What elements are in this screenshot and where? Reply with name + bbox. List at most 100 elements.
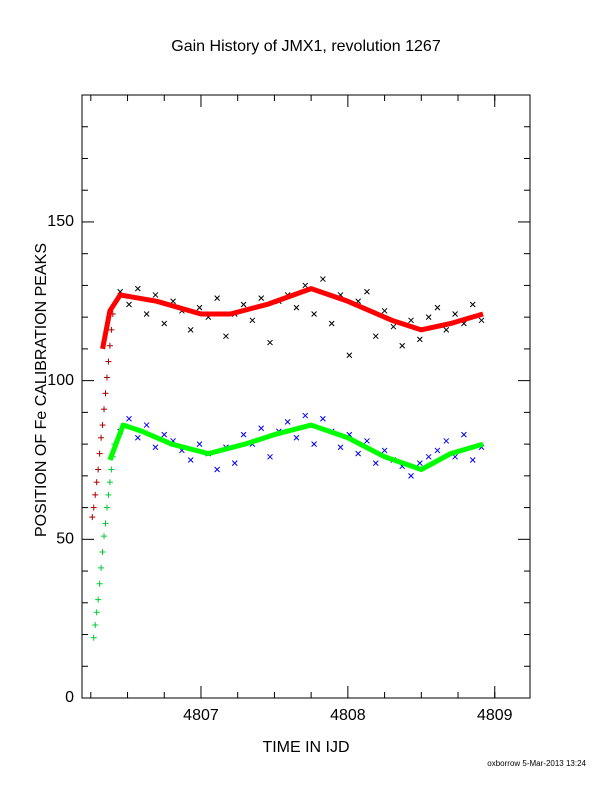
marker-stroke bbox=[293, 434, 300, 441]
x-marker bbox=[196, 441, 203, 447]
marker-stroke bbox=[320, 415, 326, 422]
marker-stroke bbox=[161, 320, 168, 327]
y-tick-label: 100 bbox=[47, 372, 74, 389]
plus-marker bbox=[99, 422, 106, 429]
marker-stroke bbox=[434, 447, 441, 454]
plus-marker bbox=[103, 504, 110, 511]
marker-stroke bbox=[328, 320, 335, 327]
x-marker bbox=[372, 333, 379, 340]
marker-stroke bbox=[196, 304, 203, 311]
plus-marker bbox=[93, 479, 100, 486]
x-marker bbox=[152, 292, 159, 298]
x-marker bbox=[161, 431, 168, 438]
marker-stroke bbox=[425, 453, 432, 460]
marker-stroke bbox=[267, 453, 273, 460]
x-marker bbox=[469, 457, 476, 463]
marker-stroke bbox=[143, 422, 150, 428]
marker-stroke bbox=[408, 317, 414, 324]
x-marker bbox=[425, 453, 432, 460]
marker-stroke bbox=[443, 326, 450, 333]
marker-stroke bbox=[372, 333, 379, 340]
marker-stroke bbox=[381, 307, 388, 314]
plus-marker bbox=[98, 434, 105, 441]
marker-stroke bbox=[311, 311, 317, 317]
marker-stroke bbox=[267, 339, 273, 346]
x-marker bbox=[452, 311, 458, 317]
plus-marker bbox=[101, 406, 108, 413]
x-marker bbox=[187, 326, 194, 333]
marker-stroke bbox=[408, 472, 414, 479]
marker-stroke bbox=[187, 457, 194, 463]
marker-stroke bbox=[231, 460, 238, 467]
marker-stroke bbox=[134, 285, 141, 292]
x-marker bbox=[416, 336, 423, 343]
x-marker bbox=[161, 320, 168, 327]
x-marker bbox=[328, 320, 335, 327]
x-marker bbox=[240, 431, 247, 438]
x-marker bbox=[372, 460, 379, 467]
x-axis-label: TIME IN IJD bbox=[262, 739, 349, 756]
marker-stroke bbox=[469, 301, 476, 308]
marker-stroke bbox=[311, 441, 317, 447]
marker-stroke bbox=[425, 314, 432, 321]
marker-stroke bbox=[302, 282, 309, 289]
x-marker bbox=[126, 301, 132, 308]
plus-marker bbox=[105, 491, 112, 498]
marker-stroke bbox=[337, 444, 344, 451]
marker-stroke bbox=[320, 276, 326, 282]
x-marker bbox=[196, 304, 203, 311]
x-marker bbox=[408, 472, 414, 479]
x-marker bbox=[443, 326, 450, 333]
marker-stroke bbox=[214, 466, 220, 473]
fit-line bbox=[100, 286, 484, 350]
footer: oxborrow 5-Mar-2013 13:24 bbox=[487, 759, 586, 768]
x-marker bbox=[337, 444, 344, 451]
x-marker bbox=[126, 415, 132, 422]
x-marker bbox=[364, 438, 370, 444]
x-marker bbox=[320, 276, 326, 282]
marker-stroke bbox=[187, 326, 194, 333]
marker-stroke bbox=[302, 412, 309, 419]
plus-marker bbox=[102, 520, 109, 527]
marker-stroke bbox=[152, 444, 159, 451]
x-marker bbox=[134, 434, 141, 441]
marker-stroke bbox=[293, 304, 300, 311]
marker-stroke bbox=[355, 450, 361, 457]
marker-stroke bbox=[223, 333, 229, 340]
x-marker bbox=[416, 460, 423, 467]
x-marker bbox=[134, 285, 141, 292]
plus-marker bbox=[92, 491, 99, 498]
plus-marker bbox=[92, 622, 99, 629]
x-marker bbox=[293, 304, 300, 311]
x-marker bbox=[311, 441, 317, 447]
plus-marker bbox=[90, 504, 97, 511]
x-marker bbox=[390, 323, 397, 330]
plus-marker bbox=[105, 358, 112, 365]
plus-marker bbox=[108, 466, 115, 473]
plus-marker bbox=[96, 450, 103, 457]
marker-stroke bbox=[381, 447, 388, 454]
x-marker bbox=[267, 339, 273, 346]
plus-marker bbox=[96, 580, 103, 587]
x-marker bbox=[302, 412, 309, 419]
marker-stroke bbox=[249, 317, 256, 324]
x-tick-label: 4807 bbox=[183, 707, 219, 724]
x-marker bbox=[399, 342, 406, 349]
y-tick-label: 0 bbox=[65, 689, 74, 706]
x-marker bbox=[293, 434, 300, 441]
x-marker bbox=[434, 447, 441, 454]
x-marker bbox=[302, 282, 309, 289]
x-marker bbox=[214, 466, 220, 473]
plus-marker bbox=[93, 609, 100, 616]
chart-title: Gain History of JMX1, revolution 1267 bbox=[171, 38, 441, 55]
x-marker bbox=[240, 301, 247, 308]
x-marker bbox=[311, 311, 317, 317]
marker-stroke bbox=[346, 352, 353, 359]
marker-stroke bbox=[152, 292, 159, 298]
marker-stroke bbox=[240, 431, 247, 438]
plus-marker bbox=[98, 564, 105, 571]
marker-stroke bbox=[416, 460, 423, 467]
marker-stroke bbox=[452, 453, 458, 460]
x-marker bbox=[381, 447, 388, 454]
plus-marker bbox=[103, 374, 110, 381]
